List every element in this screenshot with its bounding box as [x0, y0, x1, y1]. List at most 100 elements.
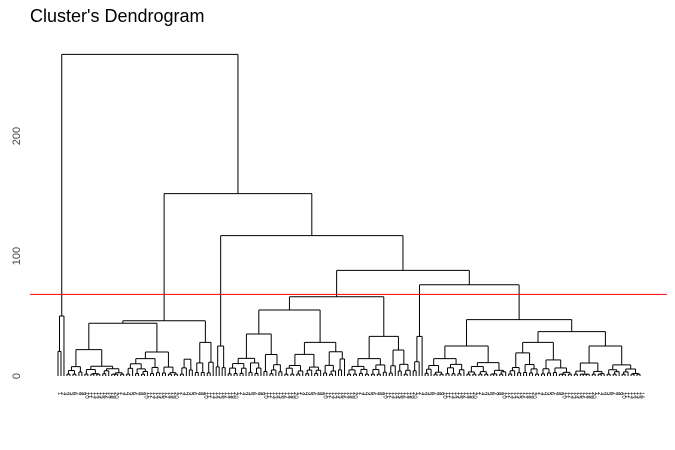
leaf-label: 19 — [528, 392, 534, 399]
leaf-label: 2 — [537, 392, 543, 396]
leaf-label: 6 — [131, 392, 137, 396]
leaf-label: 14 — [632, 392, 638, 399]
leaf-label: 7 — [492, 392, 498, 396]
leaf-label: 3 — [360, 392, 366, 396]
leaf-label: 18 — [584, 392, 590, 399]
leaf-label: 15 — [456, 392, 462, 399]
chart-title: Cluster's Dendrogram — [30, 6, 205, 26]
leaf-label: 3 — [301, 392, 307, 396]
leaf-label: 7 — [432, 392, 438, 396]
leaf-label: 12 — [208, 392, 214, 399]
leaf-label: 17 — [223, 392, 229, 399]
leaf-label: 3 — [122, 392, 128, 396]
leaf-label: 9 — [259, 392, 265, 396]
leaf-label: 11 — [86, 392, 92, 399]
leaf-label: 3 — [181, 392, 187, 396]
leaf-label: 3 — [241, 392, 247, 396]
leaf-label: 8 — [495, 392, 501, 396]
leaf-label: 1 — [175, 392, 181, 396]
leaf-label: 2 — [417, 392, 423, 396]
leaf-label: 15 — [337, 392, 343, 399]
leaf-label: 2 — [357, 392, 363, 396]
leaf-label: 7 — [372, 392, 378, 396]
y-axis: 0 100 200 — [11, 127, 23, 379]
leaf-label: 16 — [160, 392, 166, 399]
leaf-label: 1 — [414, 392, 420, 396]
leaf-label: 2 — [238, 392, 244, 396]
leaf-label: 6 — [250, 392, 256, 396]
leaf-label: 16 — [578, 392, 584, 399]
leaf-label: 12 — [89, 392, 95, 399]
leaf-label: 20 — [411, 392, 417, 399]
leaf-label: 13 — [271, 392, 277, 399]
leaf-label: 9 — [80, 392, 86, 396]
leaf-label: 12 — [149, 392, 155, 399]
leaf-label: 18 — [525, 392, 531, 399]
leaf-label: 13 — [569, 392, 575, 399]
leaf-label: 17 — [402, 392, 408, 399]
leaf-label: 7 — [253, 392, 259, 396]
leaf-label: 17 — [522, 392, 528, 399]
leaf-label: 15 — [98, 392, 104, 399]
leaf-label: 11 — [146, 392, 152, 399]
leaf-label: 12 — [268, 392, 274, 399]
leaf-label: 13 — [450, 392, 456, 399]
leaf-label: 3 — [480, 392, 486, 396]
leaf-label: 13 — [629, 392, 635, 399]
leaf-label: 19 — [229, 392, 235, 399]
leaf-label: 17 — [343, 392, 349, 399]
leaf-label: 13 — [510, 392, 516, 399]
leaf-label: 14 — [274, 392, 280, 399]
leaf-label: 13 — [92, 392, 98, 399]
leaf-label: 16 — [399, 392, 405, 399]
leaf-label: 7 — [551, 392, 557, 396]
leaf-label: 10 — [501, 392, 507, 399]
leaf-label: 5 — [128, 392, 134, 396]
leaf-label: 9 — [557, 392, 563, 396]
leaf-label: 19 — [468, 392, 474, 399]
leaf-label: 5 — [426, 392, 432, 396]
leaf-label: 11 — [384, 392, 390, 399]
leaf-label: 12 — [626, 392, 632, 399]
leaf-label: 4 — [423, 392, 429, 396]
leaf-label: 13 — [390, 392, 396, 399]
leaf-label: 10 — [262, 392, 268, 399]
leaf-label: 7 — [74, 392, 80, 396]
leaf-label: 1 — [116, 392, 122, 396]
leaf-label: 18 — [226, 392, 232, 399]
leaf-label: 18 — [166, 392, 172, 399]
leaf-label: 8 — [435, 392, 441, 396]
leaf-label: 12 — [328, 392, 334, 399]
leaf-label: 5 — [307, 392, 313, 396]
dendrogram-branches — [57, 53, 641, 376]
leaf-label: 5 — [605, 392, 611, 396]
leaf-label: 9 — [617, 392, 623, 396]
leaf-label: 16 — [340, 392, 346, 399]
leaf-label: 1 — [56, 392, 62, 396]
leaf-label: 4 — [363, 392, 369, 396]
leaf-label: 14 — [214, 392, 220, 399]
leaf-label: 6 — [310, 392, 316, 396]
leaf-label: 2 — [178, 392, 184, 396]
leaf-labels: 1234567891011121314151617181920123456789… — [56, 392, 644, 399]
leaf-label: 15 — [157, 392, 163, 399]
leaf-label: 19 — [587, 392, 593, 399]
leaf-label: 8 — [375, 392, 381, 396]
leaf-label: 18 — [405, 392, 411, 399]
leaf-label: 9 — [140, 392, 146, 396]
leaf-label: 6 — [608, 392, 614, 396]
leaf-label: 20 — [590, 392, 596, 399]
leaf-label: 8 — [256, 392, 262, 396]
leaf-label: 7 — [134, 392, 140, 396]
leaf-label: 1 — [295, 392, 301, 396]
leaf-label: 10 — [381, 392, 387, 399]
leaf-label: 19 — [110, 392, 116, 399]
leaf-label: 20 — [351, 392, 357, 399]
leaf-label: 14 — [453, 392, 459, 399]
leaf-label: 10 — [83, 392, 89, 399]
leaf-label: 16 — [280, 392, 286, 399]
leaf-label: 11 — [325, 392, 331, 399]
leaf-label: 4 — [602, 392, 608, 396]
leaf-label: 18 — [465, 392, 471, 399]
leaf-label: 12 — [507, 392, 513, 399]
